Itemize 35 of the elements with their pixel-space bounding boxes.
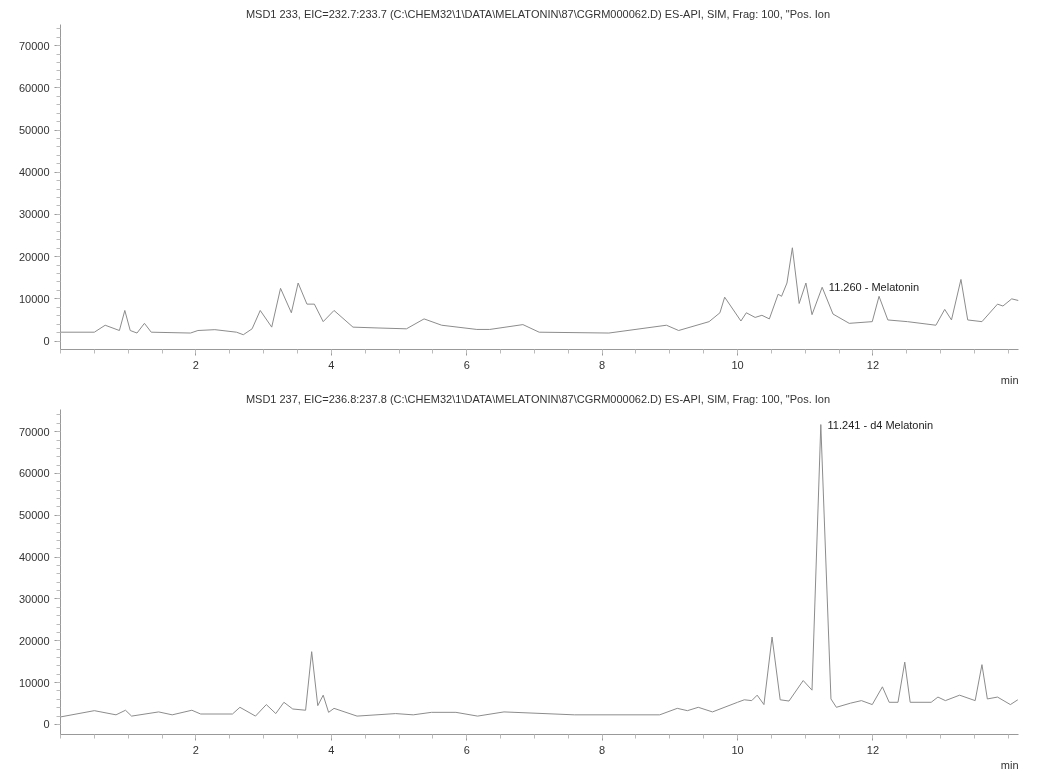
- y-tick-label: 10000: [18, 292, 50, 305]
- x-tick-label: 2: [192, 743, 199, 756]
- x-tick-label: 8: [599, 358, 606, 371]
- y-tick-label: 70000: [18, 425, 50, 438]
- y-tick-label: 60000: [18, 81, 50, 94]
- y-tick-label: 50000: [18, 509, 50, 522]
- annotation: 11.241 - d4 Melatonin: [827, 418, 934, 431]
- x-tick-label: 2: [192, 358, 199, 371]
- x-tick-label: 12: [866, 743, 880, 756]
- line-series: [60, 247, 1019, 336]
- y-tick-label: 0: [43, 718, 50, 731]
- chart-title: MSD1 237, EIC=236.8:237.8 (C:\CHEM32\1\DATA\MELATONIN\87\CGRM000062.D) ES-API, SIM, Frag: 100, "Pos. Ion: [245, 392, 831, 405]
- x-tick-label: 8: [599, 743, 606, 756]
- y-tick-label: 0: [43, 335, 50, 348]
- chart-title: MSD1 233, EIC=232.7:233.7 (C:\CHEM32\1\DATA\MELATONIN\87\CGRM000062.D) ES-API, SIM, Frag: 100, "Pos. Ion: [245, 7, 831, 20]
- x-tick-label: 4: [328, 358, 335, 371]
- y-tick-label: 40000: [18, 166, 50, 179]
- x-tick-label: 6: [463, 358, 470, 371]
- y-tick-label: 10000: [18, 676, 50, 689]
- x-tick-label: 6: [463, 743, 470, 756]
- y-tick-label: 60000: [18, 467, 50, 480]
- x-tick-label: 10: [731, 743, 744, 756]
- y-tick-label: 30000: [18, 208, 50, 221]
- y-tick-label: 20000: [18, 250, 50, 263]
- x-axis-title: min: [1000, 373, 1019, 386]
- y-tick-label: 50000: [18, 124, 50, 137]
- x-tick-label: 10: [731, 358, 744, 371]
- x-tick-label: 4: [328, 743, 335, 756]
- y-tick-label: 70000: [18, 39, 50, 52]
- annotation: 11.260 - Melatonin: [828, 281, 920, 294]
- y-tick-label: 20000: [18, 634, 50, 647]
- x-axis-title: min: [1000, 758, 1019, 771]
- y-tick-label: 30000: [18, 592, 50, 605]
- x-tick-label: 12: [866, 358, 880, 371]
- y-tick-label: 40000: [18, 551, 50, 564]
